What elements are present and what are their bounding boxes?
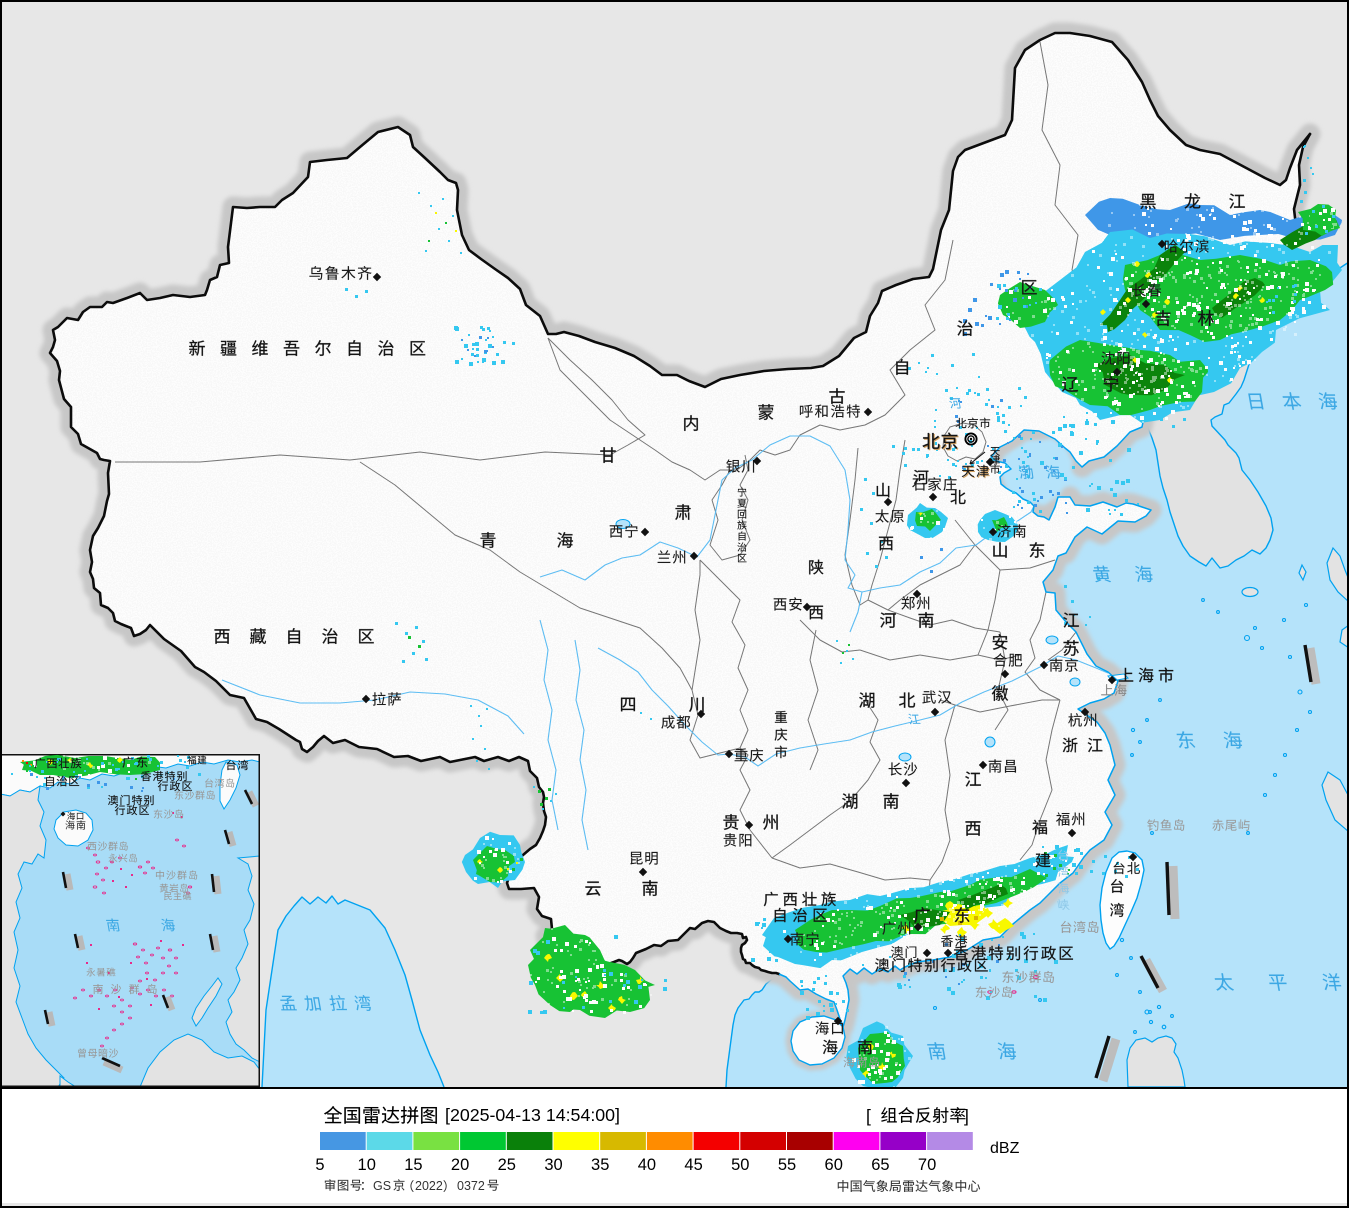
- svg-text:50: 50: [731, 1156, 749, 1174]
- svg-text:5: 5: [315, 1156, 324, 1174]
- svg-text:55: 55: [778, 1156, 796, 1174]
- svg-text:]: ]: [964, 1106, 969, 1126]
- svg-text:30: 30: [544, 1156, 562, 1174]
- svg-text:2022: 2022: [415, 1179, 443, 1193]
- svg-text:GS: GS: [373, 1179, 391, 1193]
- svg-text:25: 25: [498, 1156, 516, 1174]
- svg-text:15: 15: [404, 1156, 422, 1174]
- svg-text:65: 65: [871, 1156, 889, 1174]
- svg-text:70: 70: [918, 1156, 936, 1174]
- svg-text:[: [: [866, 1106, 871, 1126]
- svg-text:0372: 0372: [457, 1179, 485, 1193]
- svg-text:20: 20: [451, 1156, 469, 1174]
- svg-text:[2025-04-13 14:54:00]: [2025-04-13 14:54:00]: [445, 1105, 620, 1125]
- svg-text:60: 60: [825, 1156, 843, 1174]
- svg-text:dBZ: dBZ: [990, 1140, 1020, 1157]
- svg-text:45: 45: [684, 1156, 702, 1174]
- svg-text:10: 10: [358, 1156, 376, 1174]
- svg-text:35: 35: [591, 1156, 609, 1174]
- svg-text:40: 40: [638, 1156, 656, 1174]
